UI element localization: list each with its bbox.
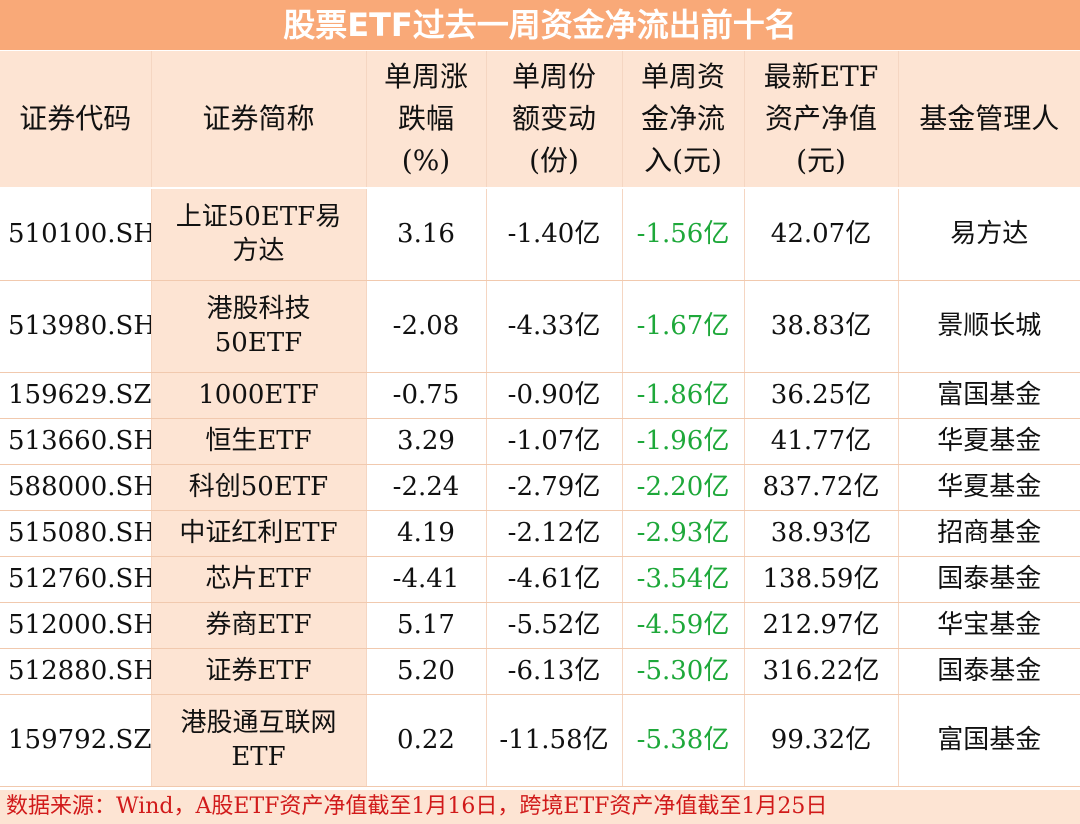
cell-code: 513980.SH — [0, 280, 151, 373]
cell-name: 券商ETF — [150, 602, 366, 649]
cell-code: 512760.SH — [0, 556, 151, 603]
cell-nav: 38.83亿 — [743, 280, 898, 373]
cell-weekly-change: 5.20 — [365, 648, 486, 695]
cell-net-inflow: -4.59亿 — [621, 602, 744, 649]
header-net-inflow: 单周资 金净流 入(元) — [621, 51, 744, 189]
cell-nav: 212.97亿 — [743, 602, 898, 649]
cell-net-inflow: -1.67亿 — [621, 280, 744, 373]
table-row: 159792.SZ 港股通互联网 ETF 0.22 -11.58亿 -5.38亿 99.32… — [0, 694, 1080, 787]
cell-manager: 华夏基金 — [897, 418, 1080, 465]
cell-name: 恒生ETF — [150, 418, 366, 465]
cell-nav: 41.77亿 — [743, 418, 898, 465]
cell-code: 159792.SZ — [0, 694, 151, 787]
cell-name: 中证红利ETF — [150, 510, 366, 557]
cell-share-change: -0.90亿 — [485, 372, 622, 419]
cell-net-inflow: -1.56亿 — [621, 188, 744, 281]
cell-code: 515080.SH — [0, 510, 151, 557]
table-row: 512760.SH 芯片ETF -4.41 -4.61亿 -3.54亿 138.59亿 国泰… — [0, 556, 1080, 603]
table-row: 159629.SZ 1000ETF -0.75 -0.90亿 -1.86亿 36.25亿富… — [0, 372, 1080, 419]
cell-weekly-change: 4.19 — [365, 510, 486, 557]
cell-manager: 富国基金 — [897, 694, 1080, 787]
cell-net-inflow: -3.54亿 — [621, 556, 744, 603]
cell-name: 港股通互联网 ETF — [150, 694, 366, 787]
table-row: 512880.SH 证券ETF 5.20 -6.13亿 -5.30亿 316.22亿 国泰基… — [0, 648, 1080, 695]
cell-code: 512880.SH — [0, 648, 151, 695]
cell-nav: 42.07亿 — [743, 188, 898, 281]
table-header-row: 证券代码 证券简称 单周涨 跌幅 (%) 单周份 额变动 (份) 单周资 金净流 入(元) … — [0, 51, 1080, 189]
cell-code: 513660.SH — [0, 418, 151, 465]
cell-nav: 99.32亿 — [743, 694, 898, 787]
cell-name: 上证50ETF易 方达 — [150, 188, 366, 281]
cell-nav: 138.59亿 — [743, 556, 898, 603]
cell-weekly-change: 3.29 — [365, 418, 486, 465]
cell-nav: 837.72亿 — [743, 464, 898, 511]
table-row: 513660.SH 恒生ETF 3.29 -1.07亿 -1.96亿 41.77亿 华夏基金 — [0, 418, 1080, 465]
header-manager: 基金管理人 — [897, 51, 1080, 189]
cell-weekly-change: -2.24 — [365, 464, 486, 511]
cell-nav: 316.22亿 — [743, 648, 898, 695]
cell-manager: 国泰基金 — [897, 556, 1080, 603]
cell-code: 159629.SZ — [0, 372, 151, 419]
table-row: 513980.SH 港股科技 50ETF -2.08 -4.33亿 -1.67亿 38.83… — [0, 280, 1080, 373]
table-row: 515080.SH 中证红利ETF 4.19 -2.12亿 -2.93亿 38.93亿 招商… — [0, 510, 1080, 557]
cell-name: 芯片ETF — [150, 556, 366, 603]
cell-name: 1000ETF — [150, 372, 366, 419]
header-code: 证券代码 — [0, 51, 151, 189]
cell-share-change: -6.13亿 — [485, 648, 622, 695]
cell-share-change: -1.40亿 — [485, 188, 622, 281]
header-nav: 最新ETF 资产净值 (元) — [743, 51, 898, 189]
cell-manager: 景顺长城 — [897, 280, 1080, 373]
header-name: 证券简称 — [150, 51, 366, 189]
cell-weekly-change: 3.16 — [365, 188, 486, 281]
cell-manager: 易方达 — [897, 188, 1080, 281]
cell-weekly-change: 5.17 — [365, 602, 486, 649]
table-row: 512000.SH 券商ETF 5.17 -5.52亿 -4.59亿 212.97亿 华宝基… — [0, 602, 1080, 649]
data-source-note: 数据来源：Wind，A股ETF资产净值截至1月16日，跨境ETF资产净值截至1月… — [0, 790, 1080, 824]
cell-net-inflow: -2.93亿 — [621, 510, 744, 557]
cell-share-change: -4.33亿 — [485, 280, 622, 373]
cell-manager: 国泰基金 — [897, 648, 1080, 695]
cell-manager: 华宝基金 — [897, 602, 1080, 649]
cell-weekly-change: 0.22 — [365, 694, 486, 787]
cell-nav: 38.93亿 — [743, 510, 898, 557]
cell-share-change: -2.12亿 — [485, 510, 622, 557]
cell-manager: 招商基金 — [897, 510, 1080, 557]
header-weekly-change: 单周涨 跌幅 (%) — [365, 51, 486, 189]
cell-code: 512000.SH — [0, 602, 151, 649]
cell-code: 588000.SH — [0, 464, 151, 511]
cell-code: 510100.SH — [0, 188, 151, 281]
cell-net-inflow: -5.30亿 — [621, 648, 744, 695]
cell-share-change: -2.79亿 — [485, 464, 622, 511]
table-row: 510100.SH 上证50ETF易 方达 3.16 -1.40亿 -1.56亿 42.07… — [0, 188, 1080, 281]
cell-share-change: -11.58亿 — [485, 694, 622, 787]
cell-net-inflow: -5.38亿 — [621, 694, 744, 787]
cell-weekly-change: -4.41 — [365, 556, 486, 603]
cell-share-change: -4.61亿 — [485, 556, 622, 603]
cell-name: 证券ETF — [150, 648, 366, 695]
page-title: 股票ETF过去一周资金净流出前十名 — [0, 0, 1080, 50]
cell-weekly-change: -0.75 — [365, 372, 486, 419]
cell-name: 科创50ETF — [150, 464, 366, 511]
cell-net-inflow: -1.96亿 — [621, 418, 744, 465]
cell-name: 港股科技 50ETF — [150, 280, 366, 373]
cell-share-change: -5.52亿 — [485, 602, 622, 649]
cell-weekly-change: -2.08 — [365, 280, 486, 373]
cell-net-inflow: -1.86亿 — [621, 372, 744, 419]
cell-manager: 富国基金 — [897, 372, 1080, 419]
header-share-change: 单周份 额变动 (份) — [485, 51, 622, 189]
etf-table: 证券代码 证券简称 单周涨 跌幅 (%) 单周份 额变动 (份) 单周资 金净流 入(元) … — [0, 51, 1080, 787]
cell-net-inflow: -2.20亿 — [621, 464, 744, 511]
cell-share-change: -1.07亿 — [485, 418, 622, 465]
cell-manager: 华夏基金 — [897, 464, 1080, 511]
cell-nav: 36.25亿 — [743, 372, 898, 419]
table-row: 588000.SH 科创50ETF -2.24 -2.79亿 -2.20亿 837.72亿… — [0, 464, 1080, 511]
